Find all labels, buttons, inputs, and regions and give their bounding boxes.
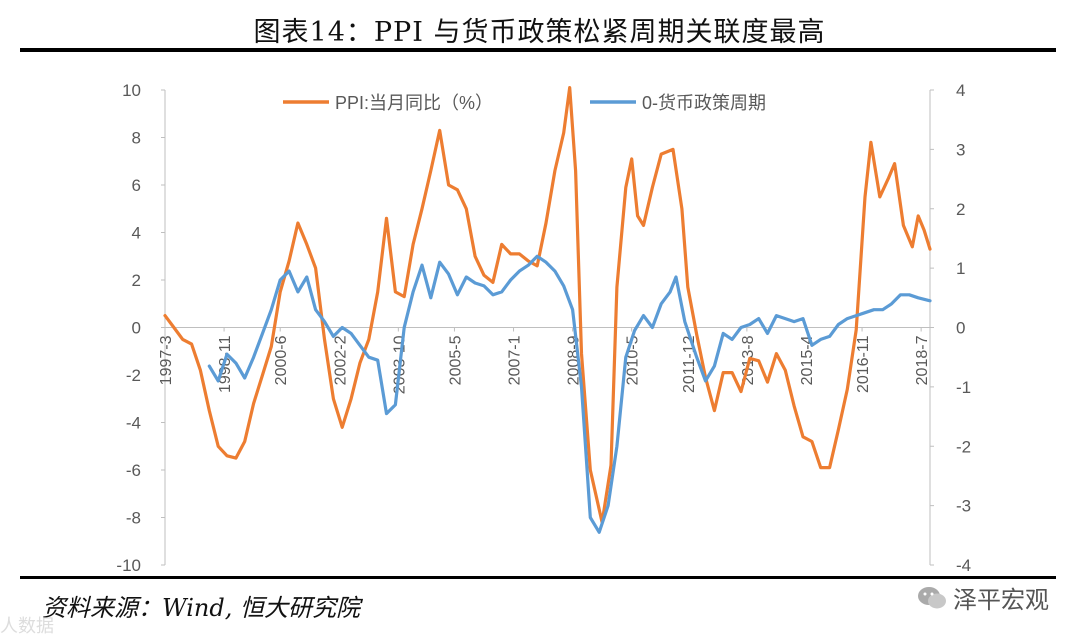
y-right-tick-label: 3 [956,140,965,159]
y-right-tick-label: -1 [956,378,971,397]
y-left-tick-label: -8 [126,509,141,528]
title-rule [20,48,1056,52]
x-tick-label: 2016-11 [855,335,872,393]
y-left-tick-label: 10 [122,81,141,100]
y-left-tick-label: 0 [132,319,141,338]
y-left-tick-label: -4 [126,414,141,433]
y-right-tick-label: -4 [956,556,971,575]
watermark-text: 泽平宏观 [953,586,1049,614]
x-tick-label: 2002-2 [332,335,349,385]
x-tick-label: 2000-6 [273,335,290,385]
y-right-tick-label: 2 [956,200,965,219]
y-left-tick-label: -2 [126,366,141,385]
y-right-tick-label: 1 [956,259,965,278]
monetary-cycle-series-line [207,254,932,534]
source-note: 资料来源：Wind, 恒大研究院 [42,594,360,622]
x-tick-label: 1998-11 [217,335,234,393]
x-tick-label: 2018-7 [914,335,931,385]
y-left-tick-label: 6 [132,176,141,195]
y-left-tick-label: 2 [132,271,141,290]
y-left-tick-label: -10 [116,556,141,575]
x-tick-label: 2011-12 [681,335,698,393]
x-tick-label: 2010-5 [625,335,642,385]
y-left-tick-label: 4 [132,224,141,243]
footer-rule [20,576,1056,579]
wechat-watermark: 泽平宏观 [917,580,1049,615]
x-tick-label: 2005-5 [447,335,464,385]
watermark-left: 人数据 [0,616,54,637]
y-right-tick-label: 0 [956,319,965,338]
x-tick-label: 2015-4 [799,335,816,385]
y-left-tick-label: 8 [132,129,141,148]
legend-label: 0-货币政策周期 [642,93,766,113]
ppi-series-line [163,86,932,524]
legend-label: PPI:当月同比（%） [335,93,493,113]
x-tick-label: 2007-1 [507,335,524,385]
wechat-icon [918,586,946,608]
y-right-tick-label: -3 [956,497,971,516]
y-right-tick-label: 4 [956,81,965,100]
x-tick-label: 1997-3 [158,335,175,385]
page-title: 图表14：PPI 与货币政策松紧周期关联度最高 [253,17,826,48]
y-right-tick-label: -2 [956,437,971,456]
y-left-tick-label: -6 [126,461,141,480]
